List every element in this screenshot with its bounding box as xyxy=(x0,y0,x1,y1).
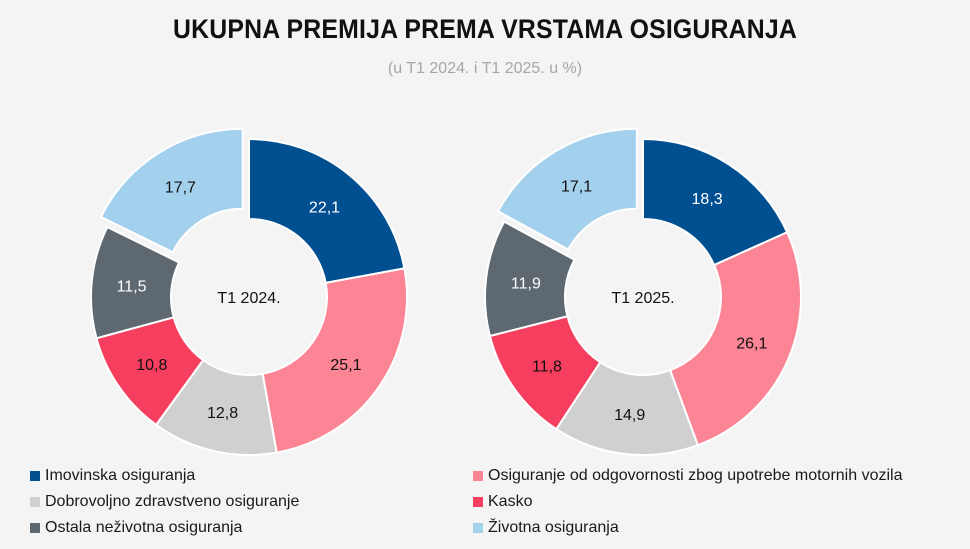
data-label: 11,9 xyxy=(511,275,541,292)
slice-osiguranje-od-odgovornosti-zbog-upotrebe-motornih-vozila xyxy=(668,230,802,447)
chart-subtitle: (u T1 2024. i T1 2025. u %) xyxy=(387,60,583,77)
data-label: 17,1 xyxy=(561,178,592,195)
data-label: 11,5 xyxy=(117,279,147,296)
data-label: 22,1 xyxy=(309,199,340,216)
data-label: 18,3 xyxy=(692,191,723,208)
data-label: 10,8 xyxy=(136,357,167,374)
data-label: 12,8 xyxy=(207,405,238,422)
slice-imovinska-osiguranja xyxy=(642,137,789,267)
center-label: T1 2025. xyxy=(611,290,674,307)
data-label: 17,7 xyxy=(165,180,196,197)
slice-ostala-nezivotna-osiguranja xyxy=(90,225,181,340)
data-label: 25,1 xyxy=(330,357,361,374)
data-label: 11,8 xyxy=(532,359,562,376)
slice-dobrovoljno-zdravstveno-osiguranje xyxy=(554,360,700,456)
slice-imovinska-osiguranja xyxy=(248,137,406,285)
slice-ostala-nezivotna-osiguranja xyxy=(484,220,576,338)
donut-chart-2: 17,1 18,3 26,1 14,9 11,8 11,9 T1 2025. xyxy=(484,127,802,456)
data-label: 14,9 xyxy=(614,407,645,424)
data-label: 26,1 xyxy=(736,336,767,353)
slice-zivotna-osiguranja xyxy=(496,127,638,251)
center-label: T1 2024. xyxy=(217,290,280,307)
slice-osiguranje-od-odgovornosti-zbog-upotrebe-motornih-vozila xyxy=(261,267,408,454)
slice-zivotna-osiguranja xyxy=(99,127,244,254)
chart-title: UKUPNA PREMIJA PREMA VRSTAMA OSIGURANJA xyxy=(172,14,798,44)
donut-chart-1: 17,7 22,1 25,1 12,8 10,8 11,5 T1 2024. xyxy=(90,127,408,456)
